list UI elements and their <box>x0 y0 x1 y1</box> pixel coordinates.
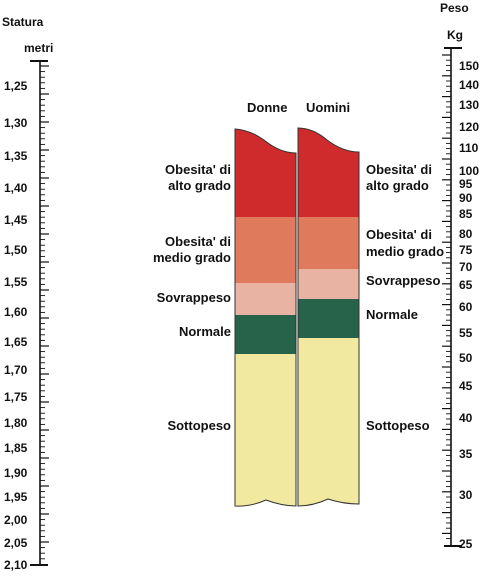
men-band-overweight <box>298 269 359 299</box>
weight-label: 70 <box>459 260 473 274</box>
height-axis: Statura metri 1,25 1,30 1,35 1,40 1,45 1… <box>2 15 53 572</box>
weight-label: 90 <box>459 191 473 205</box>
weight-label: 35 <box>459 447 473 461</box>
height-label: 1,70 <box>4 363 28 377</box>
height-label: 2,10 <box>4 558 28 572</box>
height-label: 1,60 <box>4 305 28 319</box>
weight-label: 60 <box>459 300 473 314</box>
weight-label: 25 <box>459 537 473 551</box>
men-label-obesity-medium-line1: Obesita' di <box>366 227 432 242</box>
height-label: 1,45 <box>4 213 28 227</box>
weight-label: 30 <box>459 488 473 502</box>
height-axis-title: Statura <box>2 15 44 29</box>
height-label: 1,55 <box>4 275 28 289</box>
men-column-outline <box>297 127 360 507</box>
weight-label: 75 <box>459 243 473 257</box>
women-label-obesity-medium-line2: medio grado <box>153 250 231 265</box>
height-axis-labels: 1,25 1,30 1,35 1,40 1,45 1,50 1,55 1,60 … <box>4 79 28 572</box>
weight-label: 100 <box>459 164 479 178</box>
weight-label: 120 <box>459 120 479 134</box>
weight-axis: Peso Kg 150 140 130 120 110 100 95 90 85… <box>440 1 479 551</box>
men-band-obesity-high <box>298 128 359 217</box>
column-header-women: Donne <box>247 100 287 115</box>
women-label-normal: Normale <box>179 324 231 339</box>
men-label-normal: Normale <box>366 307 418 322</box>
weight-label: 45 <box>459 379 473 393</box>
height-label: 1,35 <box>4 149 28 163</box>
height-label: 1,40 <box>4 181 28 195</box>
height-label: 1,90 <box>4 466 28 480</box>
column-header-men: Uomini <box>306 100 350 115</box>
height-label: 1,65 <box>4 335 28 349</box>
men-label-obesity-medium-line2: medio grado <box>366 244 444 259</box>
men-band-normal <box>298 299 359 338</box>
women-column-outline <box>234 128 297 507</box>
weight-axis-unit: Kg <box>447 28 463 42</box>
height-label: 1,80 <box>4 416 28 430</box>
weight-label: 130 <box>459 98 479 112</box>
women-band-overweight <box>235 283 296 315</box>
height-label: 1,85 <box>4 441 28 455</box>
height-axis-ticks <box>40 65 49 560</box>
women-label-underweight: Sottopeso <box>167 418 231 433</box>
height-label: 1,25 <box>4 79 28 93</box>
women-band-underweight <box>235 354 296 507</box>
men-band-obesity-medium <box>298 217 359 269</box>
weight-label: 150 <box>459 59 479 73</box>
women-band-obesity-medium <box>235 217 296 283</box>
weight-label: 65 <box>459 278 473 292</box>
height-label: 1,95 <box>4 490 28 504</box>
weight-axis-labels: 150 140 130 120 110 100 95 90 85 80 75 7… <box>459 59 479 551</box>
men-label-obesity-high-line1: Obesita' di <box>366 162 432 177</box>
weight-label: 110 <box>459 141 479 155</box>
men-band-underweight <box>298 338 359 506</box>
women-column <box>234 128 297 507</box>
weight-label: 80 <box>459 227 473 241</box>
women-band-normal <box>235 315 296 354</box>
weight-label: 55 <box>459 326 473 340</box>
weight-label: 95 <box>459 177 473 191</box>
weight-label: 85 <box>459 207 473 221</box>
men-label-underweight: Sottopeso <box>366 418 430 433</box>
weight-label: 140 <box>459 78 479 92</box>
women-label-obesity-medium-line1: Obesita' di <box>165 234 231 249</box>
women-label-obesity-high-line1: Obesita' di <box>165 162 231 177</box>
height-label: 1,50 <box>4 243 28 257</box>
height-axis-unit: metri <box>24 41 53 55</box>
women-label-overweight: Sovrappeso <box>157 290 231 305</box>
height-label: 1,30 <box>4 116 28 130</box>
men-category-labels: Obesita' di alto grado Obesita' di medio… <box>366 162 444 433</box>
weight-axis-ticks <box>442 54 451 540</box>
weight-label: 50 <box>459 351 473 365</box>
women-band-obesity-high <box>235 129 296 217</box>
women-category-labels: Obesita' di alto grado Obesita' di medio… <box>153 162 231 433</box>
men-label-obesity-high-line2: alto grado <box>366 178 429 193</box>
height-label: 2,05 <box>4 536 28 550</box>
weight-axis-title: Peso <box>440 1 469 15</box>
men-column <box>297 127 360 507</box>
men-label-overweight: Sovrappeso <box>366 273 440 288</box>
weight-label: 40 <box>459 411 473 425</box>
height-label: 2,00 <box>4 513 28 527</box>
women-label-obesity-high-line2: alto grado <box>168 178 231 193</box>
height-label: 1,75 <box>4 390 28 404</box>
